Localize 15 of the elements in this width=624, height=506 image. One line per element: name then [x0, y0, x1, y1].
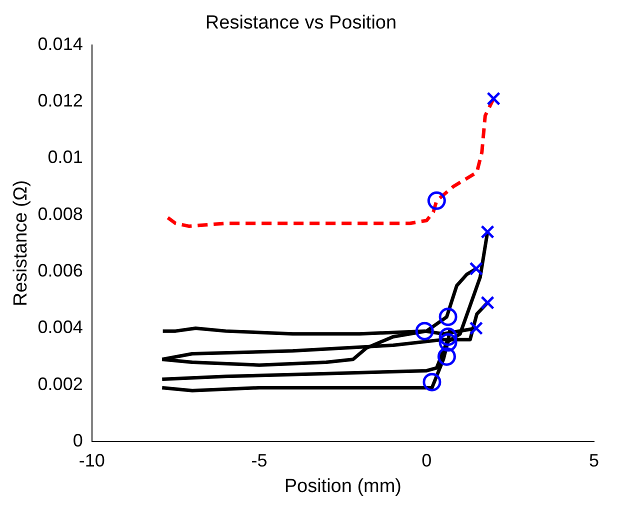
y-tick-label: 0.002: [38, 374, 83, 394]
y-axis-title: Resistance (Ω): [10, 180, 32, 306]
y-tick-label: 0.01: [48, 147, 83, 168]
y-tick-label: 0.004: [38, 317, 83, 338]
x-tick-label: 0: [422, 450, 432, 470]
x-axis-title: Position (mm): [284, 476, 402, 497]
y-tick-label: 0.008: [38, 204, 83, 224]
y-tick-label: 0.006: [38, 260, 83, 281]
y-tick-label: 0.014: [38, 34, 83, 54]
y-tick-label: 0.012: [38, 90, 83, 110]
x-tick-label: -5: [251, 450, 268, 470]
chart-title: Resistance vs Position: [205, 12, 397, 34]
x-tick-label: -10: [78, 450, 105, 470]
x-tick-label: 5: [588, 450, 600, 470]
y-tick-label: 0: [72, 430, 83, 451]
